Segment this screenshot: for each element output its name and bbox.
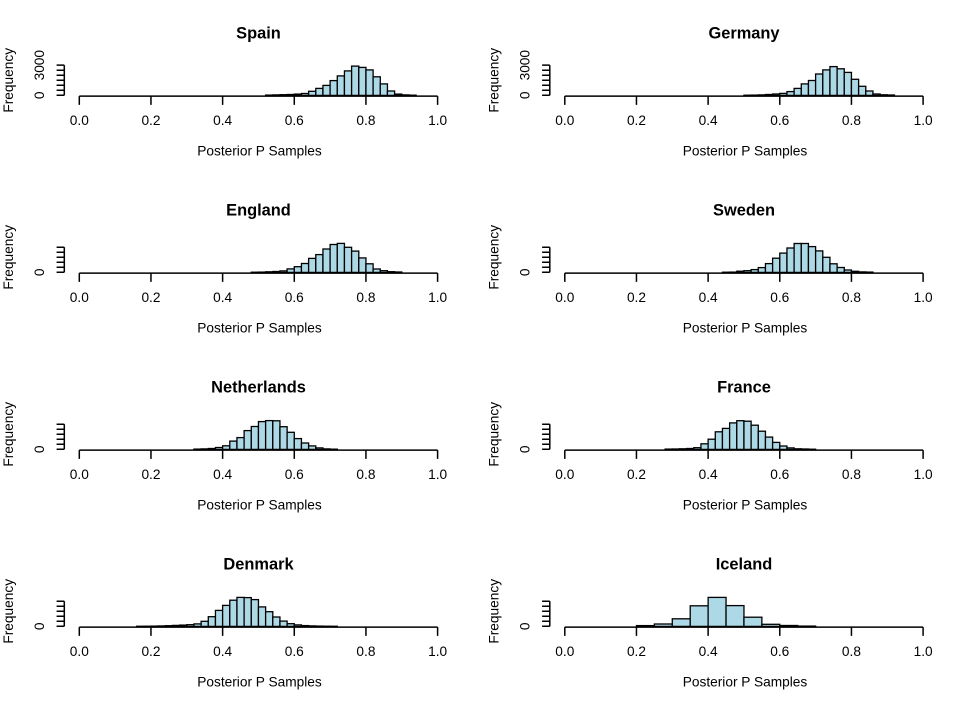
svg-text:Posterior P Samples: Posterior P Samples — [683, 320, 808, 335]
svg-text:0.8: 0.8 — [356, 467, 375, 482]
svg-text:0: 0 — [517, 91, 532, 99]
svg-text:Posterior P Samples: Posterior P Samples — [197, 320, 322, 335]
svg-text:0.8: 0.8 — [356, 113, 375, 128]
svg-text:0.8: 0.8 — [842, 113, 861, 128]
svg-text:0.8: 0.8 — [842, 290, 861, 305]
svg-text:0.2: 0.2 — [141, 290, 160, 305]
svg-text:Frequency: Frequency — [486, 48, 501, 113]
svg-text:0.0: 0.0 — [70, 644, 89, 659]
svg-text:0.4: 0.4 — [213, 290, 232, 305]
svg-text:0: 0 — [32, 91, 47, 99]
svg-text:0.4: 0.4 — [699, 113, 718, 128]
svg-text:0.8: 0.8 — [842, 467, 861, 482]
svg-text:0.6: 0.6 — [285, 467, 304, 482]
svg-text:Frequency: Frequency — [1, 579, 16, 644]
svg-text:Spain: Spain — [236, 25, 281, 43]
svg-text:0: 0 — [517, 268, 532, 276]
svg-text:0.0: 0.0 — [555, 467, 574, 482]
svg-text:0.6: 0.6 — [770, 113, 789, 128]
svg-text:0.6: 0.6 — [285, 113, 304, 128]
svg-text:1.0: 1.0 — [428, 467, 447, 482]
svg-text:0.4: 0.4 — [213, 113, 232, 128]
svg-text:0: 0 — [32, 445, 47, 453]
svg-text:1.0: 1.0 — [914, 644, 933, 659]
svg-text:Frequency: Frequency — [1, 225, 16, 290]
svg-text:Frequency: Frequency — [1, 48, 16, 113]
svg-text:3000: 3000 — [32, 50, 47, 81]
svg-text:Posterior P Samples: Posterior P Samples — [197, 143, 322, 158]
svg-text:1.0: 1.0 — [914, 467, 933, 482]
svg-text:0.2: 0.2 — [141, 467, 160, 482]
svg-text:0.6: 0.6 — [770, 467, 789, 482]
svg-text:0.6: 0.6 — [770, 644, 789, 659]
svg-text:Frequency: Frequency — [486, 225, 501, 290]
svg-text:0.4: 0.4 — [213, 467, 232, 482]
svg-text:0.2: 0.2 — [627, 113, 646, 128]
svg-text:0: 0 — [517, 622, 532, 630]
svg-text:0.8: 0.8 — [356, 644, 375, 659]
svg-text:1.0: 1.0 — [428, 644, 447, 659]
svg-text:0.4: 0.4 — [699, 644, 718, 659]
svg-text:0.6: 0.6 — [285, 290, 304, 305]
svg-text:0.0: 0.0 — [70, 290, 89, 305]
svg-text:0.0: 0.0 — [70, 467, 89, 482]
svg-text:0.2: 0.2 — [627, 467, 646, 482]
svg-text:0.4: 0.4 — [699, 467, 718, 482]
svg-text:0: 0 — [32, 268, 47, 276]
svg-text:0.2: 0.2 — [627, 290, 646, 305]
svg-text:0.2: 0.2 — [141, 113, 160, 128]
svg-text:Posterior P Samples: Posterior P Samples — [683, 497, 808, 512]
svg-text:0: 0 — [32, 622, 47, 630]
svg-text:Germany: Germany — [708, 25, 780, 43]
svg-text:Frequency: Frequency — [1, 402, 16, 467]
svg-text:1.0: 1.0 — [428, 290, 447, 305]
svg-text:0.0: 0.0 — [555, 290, 574, 305]
svg-text:Posterior P Samples: Posterior P Samples — [197, 497, 322, 512]
svg-text:Netherlands: Netherlands — [211, 379, 306, 397]
svg-text:England: England — [226, 202, 291, 220]
svg-text:3000: 3000 — [517, 50, 532, 81]
svg-text:Frequency: Frequency — [486, 579, 501, 644]
svg-text:0.0: 0.0 — [555, 644, 574, 659]
svg-text:0.4: 0.4 — [213, 644, 232, 659]
svg-text:Sweden: Sweden — [713, 202, 775, 220]
svg-text:1.0: 1.0 — [914, 290, 933, 305]
svg-text:Posterior P Samples: Posterior P Samples — [683, 674, 808, 689]
svg-text:1.0: 1.0 — [914, 113, 933, 128]
svg-text:0.4: 0.4 — [699, 290, 718, 305]
svg-text:0.8: 0.8 — [842, 644, 861, 659]
svg-text:0.0: 0.0 — [555, 113, 574, 128]
svg-text:1.0: 1.0 — [428, 113, 447, 128]
svg-text:0.2: 0.2 — [141, 644, 160, 659]
svg-text:Frequency: Frequency — [486, 402, 501, 467]
svg-text:0.6: 0.6 — [770, 290, 789, 305]
svg-text:Denmark: Denmark — [223, 556, 294, 574]
svg-text:0.6: 0.6 — [285, 644, 304, 659]
svg-text:0: 0 — [517, 445, 532, 453]
svg-text:0.8: 0.8 — [356, 290, 375, 305]
svg-text:Iceland: Iceland — [716, 556, 772, 574]
svg-text:0.0: 0.0 — [70, 113, 89, 128]
svg-text:France: France — [717, 379, 771, 397]
svg-text:Posterior P Samples: Posterior P Samples — [683, 143, 808, 158]
svg-text:0.2: 0.2 — [627, 644, 646, 659]
svg-text:Posterior P Samples: Posterior P Samples — [197, 674, 322, 689]
